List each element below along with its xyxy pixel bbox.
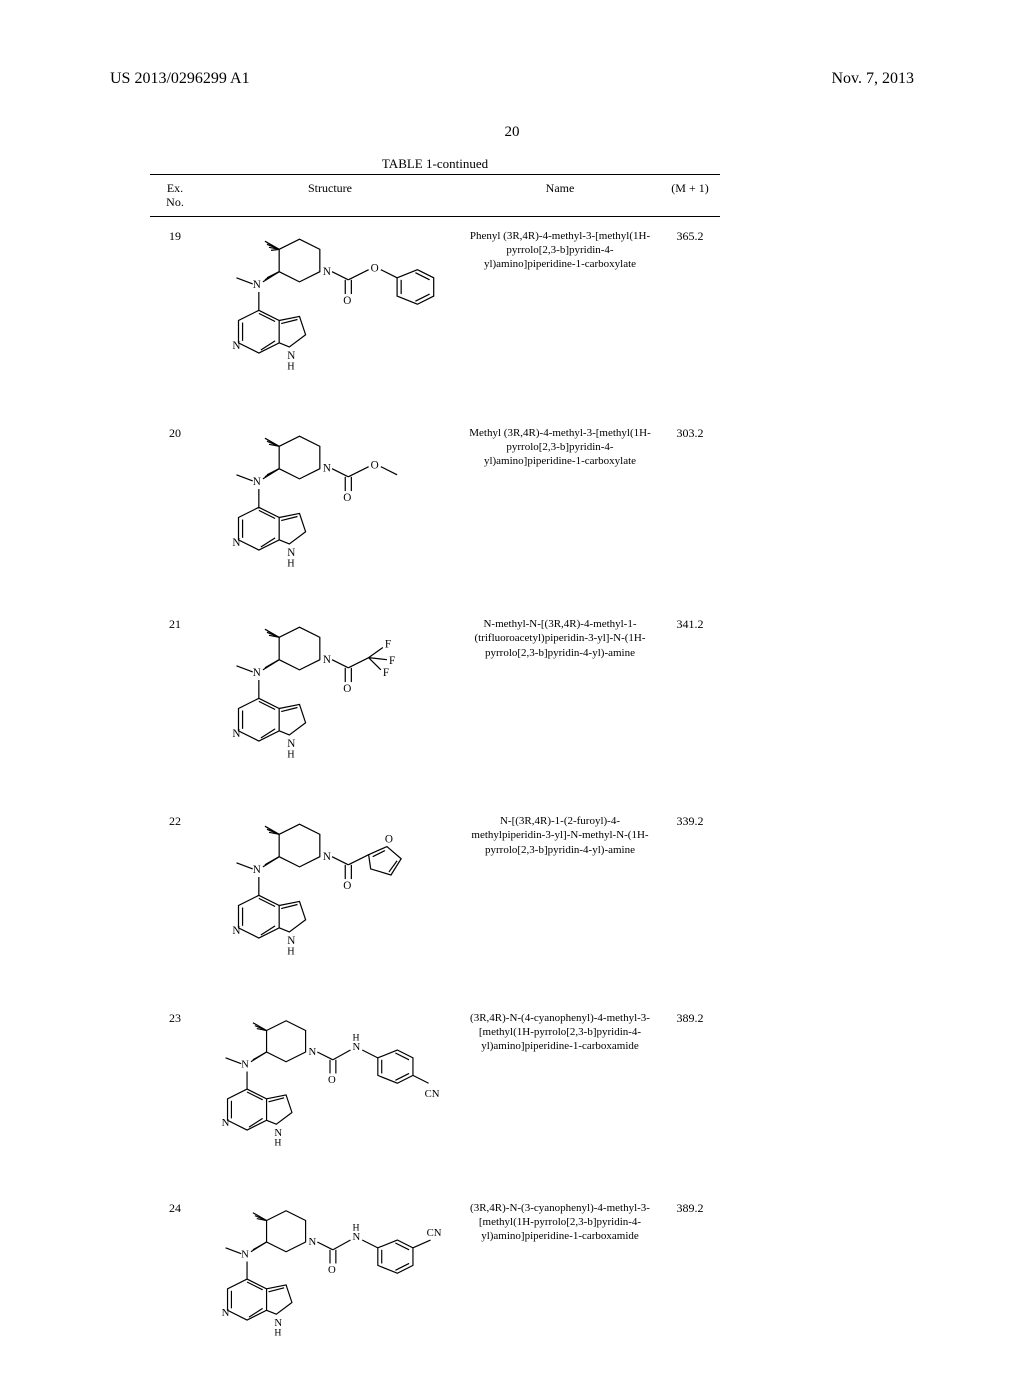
mass-cell: 303.2 [660,422,720,441]
chemical-structure-icon: N O N H CN N [208,1011,452,1172]
svg-text:N: N [222,1117,230,1129]
svg-text:N: N [253,667,261,679]
table-1-continued: TABLE 1-continued Ex. No. Structure Name… [150,156,720,1379]
page-header: US 2013/0296299 A1 Nov. 7, 2013 [0,70,1024,88]
svg-text:H: H [274,1327,281,1338]
structure-cell: N O N H CN N [200,1197,460,1371]
svg-text:H: H [352,1032,359,1043]
col-header-mass: (M + 1) [660,181,720,210]
exno-cell: 20 [150,422,200,441]
patent-date: Nov. 7, 2013 [831,70,914,88]
name-cell: Phenyl (3R,4R)-4-methyl-3-[methyl(1H-pyr… [460,225,660,276]
svg-text:H: H [287,361,295,372]
exno-cell: 23 [150,1007,200,1026]
svg-text:N: N [253,864,261,876]
svg-text:N: N [241,1248,249,1260]
svg-text:N: N [232,728,240,740]
svg-text:O: O [343,492,351,504]
svg-text:F: F [383,667,389,679]
svg-text:N: N [323,266,331,278]
svg-text:O: O [371,459,379,471]
mass-cell: 341.2 [660,613,720,632]
col-header-exno: Ex. No. [150,181,200,210]
table-row: 24 N O N H [150,1189,720,1379]
svg-text:CN: CN [427,1227,442,1239]
structure-cell: N O F F F N [200,613,460,794]
svg-text:F: F [389,655,395,667]
exno-cell: 19 [150,225,200,244]
svg-text:O: O [385,833,393,845]
svg-text:N: N [323,851,331,863]
svg-text:F: F [385,639,391,651]
table-row: 23 N O N H [150,999,720,1189]
name-cell: (3R,4R)-N-(4-cyanophenyl)-4-methyl-3-[me… [460,1007,660,1058]
chemical-structure-icon: N O O N [208,426,452,589]
svg-text:O: O [343,683,351,695]
name-cell: N-methyl-N-[(3R,4R)-4-methyl-1-(trifluor… [460,613,660,664]
svg-text:N: N [309,1046,317,1058]
svg-text:H: H [287,558,295,569]
chemical-structure-icon: N O N H CN N [208,1201,452,1362]
exno-cell: 22 [150,810,200,829]
mass-cell: 365.2 [660,225,720,244]
svg-text:N: N [323,462,331,474]
svg-text:N: N [323,654,331,666]
patent-number: US 2013/0296299 A1 [110,70,250,88]
table-row: 19 N O [150,217,720,414]
svg-text:CN: CN [425,1088,440,1100]
name-cell: N-[(3R,4R)-1-(2-furoyl)-4-methylpiperidi… [460,810,660,861]
structure-cell: N O N H CN N [200,1007,460,1181]
mass-cell: 389.2 [660,1007,720,1026]
svg-text:N: N [232,925,240,937]
name-cell: Methyl (3R,4R)-4-methyl-3-[methyl(1H-pyr… [460,422,660,473]
svg-text:N: N [222,1307,230,1319]
svg-text:N: N [241,1058,249,1070]
svg-text:N: N [253,475,261,487]
svg-text:O: O [343,880,351,892]
chemical-structure-icon: N O F F F N [208,617,452,785]
table-row: 22 N O O [150,802,720,999]
svg-text:H: H [352,1222,359,1233]
svg-text:O: O [343,295,351,307]
chemical-structure-icon: N O O N [208,814,452,982]
svg-text:N: N [253,279,261,291]
structure-cell: N O O N [200,422,460,598]
svg-text:O: O [328,1074,336,1086]
col-header-structure: Structure [200,181,460,210]
mass-cell: 339.2 [660,810,720,829]
svg-text:H: H [287,749,295,760]
page-number: 20 [0,124,1024,141]
table-row: 21 N O F F [150,605,720,802]
name-cell: (3R,4R)-N-(3-cyanophenyl)-4-methyl-3-[me… [460,1197,660,1248]
svg-text:O: O [371,262,379,274]
col-header-name: Name [460,181,660,210]
svg-text:N: N [232,340,240,352]
svg-text:H: H [274,1137,281,1148]
svg-text:H: H [287,946,295,957]
svg-text:N: N [309,1236,317,1248]
table-title: TABLE 1-continued [150,156,720,172]
structure-cell: N O O [200,225,460,406]
exno-cell: 24 [150,1197,200,1216]
svg-text:N: N [232,536,240,548]
table-header-row: Ex. No. Structure Name (M + 1) [150,174,720,217]
exno-cell: 21 [150,613,200,632]
svg-text:O: O [328,1264,336,1276]
table-row: 20 N O O [150,414,720,606]
chemical-structure-icon: N O O [208,229,452,397]
mass-cell: 389.2 [660,1197,720,1216]
structure-cell: N O O N [200,810,460,991]
